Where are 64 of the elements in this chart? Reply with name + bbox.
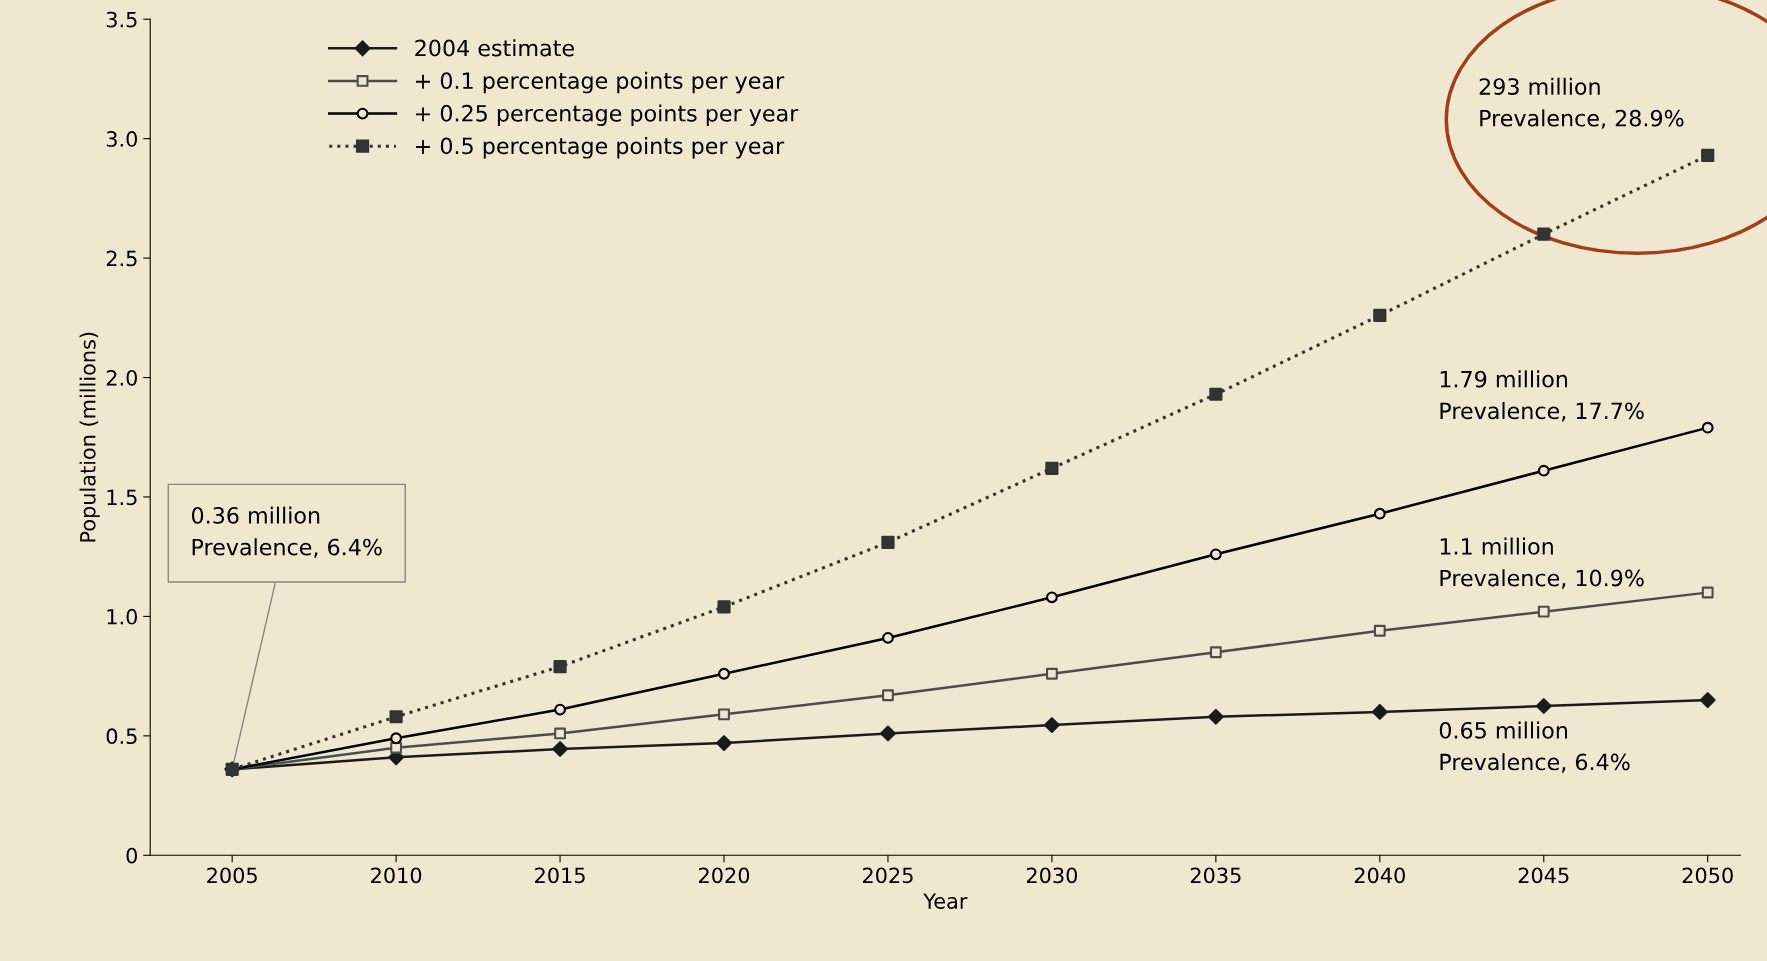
point xyxy=(390,732,403,745)
annotation: 0.65 million Prevalence, 6.4% xyxy=(1439,721,1630,773)
y-tick-label: 0.5 xyxy=(106,728,137,745)
y-axis-title: Population (millions) xyxy=(79,332,100,542)
point xyxy=(1537,605,1550,618)
point xyxy=(1371,704,1388,720)
y-tick-label: 0 xyxy=(126,847,138,864)
legend-label: + 0.5 percentage points per year xyxy=(416,137,785,159)
point xyxy=(1537,227,1551,241)
point xyxy=(882,689,894,702)
point xyxy=(1373,624,1386,637)
y-tick-label: 2.5 xyxy=(106,250,137,267)
x-tick-label: 2030 xyxy=(1026,867,1078,884)
point xyxy=(1537,464,1550,477)
x-tick-label: 2020 xyxy=(699,867,750,884)
annotation: 1.1 million Prevalence, 10.9% xyxy=(1440,537,1644,589)
point xyxy=(1701,421,1714,434)
point xyxy=(1045,461,1059,475)
x-tick-label: 2010 xyxy=(371,867,422,884)
point xyxy=(553,659,567,674)
point xyxy=(1701,586,1714,599)
annotation: 293 million Prevalence, 28.9% xyxy=(1479,77,1684,129)
point xyxy=(554,703,566,716)
x-tick-label: 2040 xyxy=(1354,867,1405,884)
point xyxy=(718,708,730,721)
point xyxy=(716,735,732,751)
annotation: 0.36 million Prevalence, 6.4% xyxy=(191,506,382,558)
point xyxy=(718,667,730,680)
y-tick-label: 2.0 xyxy=(106,369,138,386)
annotation: 1.79 million Prevalence, 17.7% xyxy=(1440,370,1644,422)
point xyxy=(1046,591,1058,604)
legend-label: + 0.25 percentage points per year xyxy=(416,104,799,126)
x-tick-label: 2035 xyxy=(1190,867,1241,884)
point xyxy=(1046,667,1058,680)
x-tick-label: 2015 xyxy=(535,867,585,884)
y-tick-label: 1.0 xyxy=(107,608,138,625)
y-tick-label: 1.5 xyxy=(107,489,137,506)
point xyxy=(1699,692,1716,708)
point xyxy=(880,725,896,742)
point xyxy=(1209,646,1222,659)
point xyxy=(1209,387,1223,401)
point xyxy=(882,632,894,644)
point xyxy=(717,600,731,614)
point xyxy=(552,741,568,757)
legend-label: 2004 estimate xyxy=(415,39,574,57)
x-tick-label: 2005 xyxy=(207,867,257,884)
point xyxy=(1044,717,1060,734)
y-tick-label: 3.5 xyxy=(106,11,137,28)
point xyxy=(1209,548,1222,561)
x-tick-label: 2025 xyxy=(862,867,913,884)
point xyxy=(389,710,403,724)
point xyxy=(1373,507,1386,520)
point xyxy=(881,535,895,549)
x-tick-label: 2050 xyxy=(1682,867,1733,884)
x-tick-label: 2045 xyxy=(1518,867,1569,884)
point xyxy=(1207,708,1224,725)
point xyxy=(1373,308,1387,323)
point xyxy=(1701,148,1715,162)
point xyxy=(554,727,566,740)
legend-label: + 0.1 percentage points per year xyxy=(416,71,785,94)
x-axis-title: Year xyxy=(923,893,968,909)
point xyxy=(390,741,403,754)
y-tick-label: 3.0 xyxy=(106,131,138,147)
point xyxy=(1535,698,1552,714)
